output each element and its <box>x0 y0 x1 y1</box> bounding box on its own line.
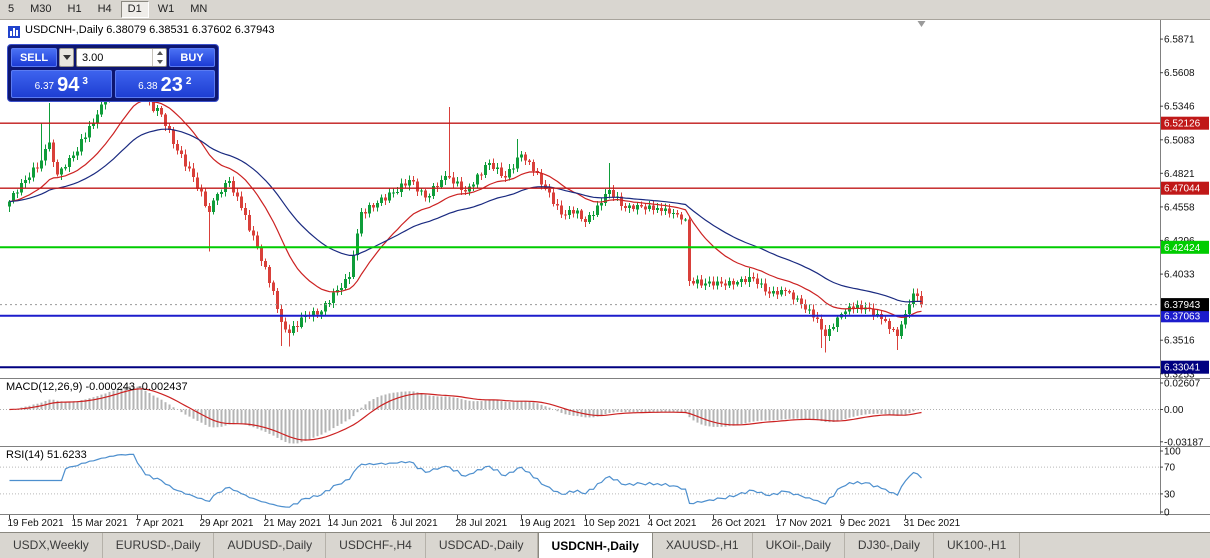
svg-text:0.00: 0.00 <box>1164 405 1184 416</box>
level-price-chip: 6.52126 <box>1161 116 1209 130</box>
svg-text:26 Oct 2021: 26 Oct 2021 <box>712 518 767 529</box>
macd-indicator-label: MACD(12,26,9) -0.000243 -0.002437 <box>6 381 188 393</box>
svg-text:100: 100 <box>1164 447 1181 458</box>
tab-uk100-h1[interactable]: UK100-,H1 <box>934 533 1021 558</box>
svg-text:6.42424: 6.42424 <box>1164 243 1201 254</box>
timeframe-5[interactable]: 5 <box>8 3 15 15</box>
svg-text:19 Aug 2021: 19 Aug 2021 <box>520 518 577 529</box>
horizontal-level-lines[interactable] <box>0 122 1160 369</box>
level-price-chip: 6.33041 <box>1161 360 1209 374</box>
timeframe-h4[interactable]: H4 <box>97 3 112 15</box>
price-axis[interactable]: 6.58716.56086.53466.50836.48216.45586.42… <box>1160 35 1195 381</box>
sell-price-button[interactable]: 6.37 94 3 <box>11 70 112 98</box>
timeframe-m30[interactable]: M30 <box>30 3 52 15</box>
svg-text:6.4033: 6.4033 <box>1164 270 1195 281</box>
sell-button[interactable]: SELL <box>11 48 57 67</box>
tab-eurusd-daily[interactable]: EURUSD-,Daily <box>103 533 215 558</box>
tab-usdcnh-daily[interactable]: USDCNH-,Daily <box>537 532 653 558</box>
timeframe-toolbar: 5 M30 H1 H4 D1 W1 MN <box>0 0 1210 20</box>
rsi-line <box>9 453 922 508</box>
caret-down-icon <box>62 55 71 60</box>
one-click-trading-panel: SELL 3.00 BUY 6.37 94 3 6.38 23 2 <box>7 44 219 102</box>
volume-spinner[interactable] <box>152 49 166 66</box>
svg-text:6.4558: 6.4558 <box>1164 202 1195 213</box>
buy-price-sup: 2 <box>185 76 192 87</box>
svg-text:29 Apr 2021: 29 Apr 2021 <box>200 518 254 529</box>
buy-price-big: 23 <box>160 74 183 96</box>
macd-histogram <box>12 385 923 444</box>
chart-window: 6.5871 6.5608 6.5346 6.5083 6.4821 6.4558 6.42… <box>0 20 1210 532</box>
current-price-chip: 6.37943 <box>1161 298 1209 312</box>
chart-info-line: USDCNH-,Daily 6.38079 6.38531 6.37602 6.… <box>25 24 275 36</box>
svg-text:14 Jun 2021: 14 Jun 2021 <box>328 518 383 529</box>
ma-slow-line <box>9 128 922 303</box>
macd-axis[interactable]: 0.02607 0.00 -0.03187 <box>1160 379 1204 449</box>
svg-text:6.5871: 6.5871 <box>1164 35 1195 46</box>
timeframe-mn[interactable]: MN <box>190 3 208 15</box>
svg-text:70: 70 <box>1164 463 1176 474</box>
svg-text:6 Jul 2021: 6 Jul 2021 <box>392 518 439 529</box>
tab-ukoil-daily[interactable]: UKOil-,Daily <box>753 533 845 558</box>
timeframe-h1[interactable]: H1 <box>67 3 82 15</box>
svg-text:6.3253: 6.3253 <box>1164 369 1195 380</box>
tab-usdcad-daily[interactable]: USDCAD-,Daily <box>426 533 538 558</box>
level-price-chip: 6.42424 <box>1161 240 1209 254</box>
time-axis[interactable]: 19 Feb 2021 15 Mar 2021 7 Apr 2021 29 Apr 2… <box>8 515 961 529</box>
svg-text:10 Sep 2021: 10 Sep 2021 <box>584 518 641 529</box>
svg-text:6.52126: 6.52126 <box>1164 119 1201 130</box>
timeframe-d1[interactable]: D1 <box>120 1 149 18</box>
svg-text:28 Jul 2021: 28 Jul 2021 <box>456 518 508 529</box>
ma-fast-line <box>9 100 922 319</box>
chart-tab-bar: USDX,Weekly EURUSD-,Daily AUDUSD-,Daily USD… <box>0 532 1210 558</box>
volume-dropdown-button[interactable] <box>59 48 74 67</box>
volume-value: 3.00 <box>82 51 104 64</box>
macd-signal-line <box>9 388 922 441</box>
buy-price-small: 6.38 <box>138 81 158 92</box>
svg-text:0: 0 <box>1164 508 1170 519</box>
svg-text:19 Feb 2021: 19 Feb 2021 <box>8 518 65 529</box>
svg-text:-0.03187: -0.03187 <box>1164 437 1204 448</box>
spinner-down-icon[interactable] <box>156 59 163 64</box>
volume-input[interactable]: 3.00 <box>76 48 167 67</box>
svg-text:6.5346: 6.5346 <box>1164 102 1195 113</box>
svg-text:7 Apr 2021: 7 Apr 2021 <box>136 518 185 529</box>
sell-price-big: 94 <box>57 74 80 96</box>
tab-xauusd-h1[interactable]: XAUUSD-,H1 <box>653 533 753 558</box>
chart-icon[interactable] <box>8 25 20 38</box>
pane-separators[interactable] <box>0 378 1210 515</box>
svg-text:6.47044: 6.47044 <box>1164 184 1201 195</box>
chart-canvas[interactable]: 6.5871 6.5608 6.5346 6.5083 6.4821 6.4558 6.42… <box>0 20 1210 532</box>
svg-text:6.37943: 6.37943 <box>1164 300 1201 311</box>
rsi-indicator-label: RSI(14) 51.6233 <box>6 449 87 461</box>
buy-button[interactable]: BUY <box>169 48 215 67</box>
svg-text:6.5083: 6.5083 <box>1164 135 1195 146</box>
chart-shift-marker[interactable] <box>917 21 926 27</box>
svg-text:6.5608: 6.5608 <box>1164 68 1195 79</box>
buy-price-button[interactable]: 6.38 23 2 <box>114 70 215 98</box>
tab-usdchf-h4[interactable]: USDCHF-,H4 <box>326 533 426 558</box>
rsi-axis[interactable]: 100 70 30 0 <box>1160 447 1181 519</box>
tab-dj30-daily[interactable]: DJ30-,Daily <box>845 533 934 558</box>
level-price-chip: 6.37063 <box>1161 309 1209 323</box>
svg-text:21 May 2021: 21 May 2021 <box>264 518 322 529</box>
svg-text:0.02607: 0.02607 <box>1164 379 1201 390</box>
svg-text:15 Mar 2021: 15 Mar 2021 <box>72 518 129 529</box>
svg-text:6.4821: 6.4821 <box>1164 169 1195 180</box>
svg-text:9 Dec 2021: 9 Dec 2021 <box>840 518 892 529</box>
svg-text:4 Oct 2021: 4 Oct 2021 <box>648 518 697 529</box>
sell-price-small: 6.37 <box>34 81 55 92</box>
svg-text:31 Dec 2021: 31 Dec 2021 <box>904 518 961 529</box>
svg-text:6.37063: 6.37063 <box>1164 311 1201 322</box>
spinner-up-icon[interactable] <box>156 51 163 56</box>
tab-audusd-daily[interactable]: AUDUSD-,Daily <box>214 533 327 558</box>
timeframe-w1[interactable]: W1 <box>157 3 175 15</box>
svg-text:17 Nov 2021: 17 Nov 2021 <box>776 518 833 529</box>
level-price-chip: 6.47044 <box>1161 181 1209 195</box>
svg-text:6.3516: 6.3516 <box>1164 336 1195 347</box>
sell-price-sup: 3 <box>82 76 88 87</box>
tab-usdx-weekly[interactable]: USDX,Weekly <box>0 533 103 558</box>
svg-text:30: 30 <box>1164 489 1176 500</box>
svg-text:6.33041: 6.33041 <box>1164 363 1201 374</box>
